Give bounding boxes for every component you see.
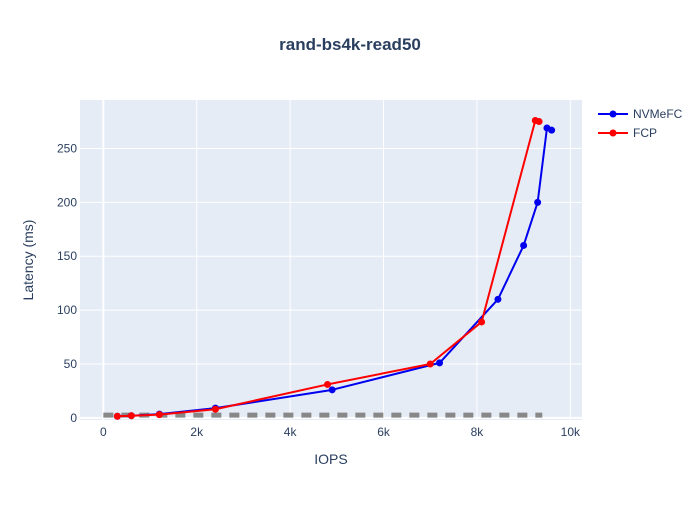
legend-item-nvmefc[interactable]: NVMeFC bbox=[598, 107, 683, 121]
grid-lines bbox=[80, 100, 582, 420]
x-tick-label: 0 bbox=[100, 425, 107, 439]
y-axis-ticks: 0 50 100 150 200 250 bbox=[57, 141, 77, 424]
data-point-fcp[interactable] bbox=[211, 405, 219, 413]
legend-marker-nvmefc bbox=[609, 110, 617, 118]
legend: NVMeFC FCP bbox=[598, 107, 683, 140]
data-point-fcp[interactable] bbox=[155, 411, 163, 419]
series-layer bbox=[113, 116, 556, 420]
data-point-nvmefc[interactable] bbox=[520, 241, 528, 249]
y-tick-label: 250 bbox=[57, 141, 77, 155]
x-axis-title: IOPS bbox=[314, 451, 347, 467]
legend-item-fcp[interactable]: FCP bbox=[598, 126, 657, 140]
y-tick-label: 200 bbox=[57, 195, 77, 209]
data-point-nvmefc[interactable] bbox=[534, 198, 542, 206]
y-tick-label: 150 bbox=[57, 249, 77, 263]
x-tick-label: 8k bbox=[471, 425, 485, 439]
legend-label-nvmefc: NVMeFC bbox=[633, 107, 683, 121]
legend-label-fcp: FCP bbox=[633, 126, 657, 140]
data-point-fcp[interactable] bbox=[426, 360, 434, 368]
data-point-fcp[interactable] bbox=[535, 118, 543, 126]
x-tick-label: 10k bbox=[561, 425, 581, 439]
data-point-nvmefc[interactable] bbox=[436, 359, 444, 367]
legend-marker-fcp bbox=[609, 129, 617, 137]
data-point-fcp[interactable] bbox=[127, 412, 135, 420]
y-tick-label: 0 bbox=[70, 411, 77, 425]
y-axis-title: Latency (ms) bbox=[20, 220, 36, 301]
data-point-nvmefc[interactable] bbox=[494, 295, 502, 303]
data-point-fcp[interactable] bbox=[478, 318, 486, 326]
x-tick-label: 6k bbox=[377, 425, 391, 439]
data-point-fcp[interactable] bbox=[323, 380, 331, 388]
y-tick-label: 100 bbox=[57, 303, 77, 317]
data-point-nvmefc[interactable] bbox=[328, 386, 336, 394]
chart-title: rand-bs4k-read50 bbox=[279, 35, 421, 54]
y-tick-label: 50 bbox=[64, 357, 78, 371]
data-point-nvmefc[interactable] bbox=[548, 126, 556, 134]
x-tick-label: 2k bbox=[190, 425, 204, 439]
x-tick-label: 4k bbox=[284, 425, 298, 439]
data-point-fcp[interactable] bbox=[113, 412, 121, 420]
x-axis-ticks: 0 2k 4k 6k 8k 10k bbox=[100, 425, 581, 439]
